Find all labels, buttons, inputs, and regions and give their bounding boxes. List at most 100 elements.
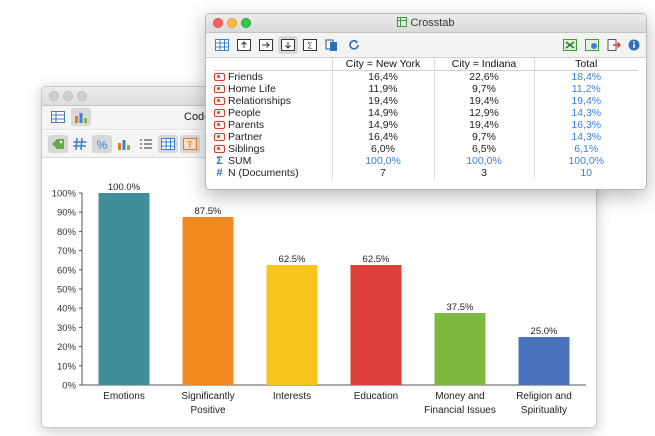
grid-table-icon[interactable] xyxy=(158,135,178,153)
crosstab-icon xyxy=(397,17,408,27)
tag-icon[interactable] xyxy=(48,135,68,153)
y-tick-label: 40% xyxy=(57,304,77,315)
table-row[interactable]: Σ SUM 100,0% 100,0% 100,0% xyxy=(214,155,638,167)
table-grid-icon[interactable] xyxy=(212,36,232,54)
row-label-cell[interactable]: Partner xyxy=(214,131,333,143)
minimize-window-button[interactable] xyxy=(227,18,237,28)
row-label-cell[interactable]: Σ SUM xyxy=(214,155,333,167)
y-tick-label: 20% xyxy=(57,342,77,353)
table-cell: 11,2% xyxy=(571,83,601,95)
move-right-icon[interactable] xyxy=(256,36,276,54)
table-cell: 16,4% xyxy=(332,131,435,143)
table-row[interactable]: # N (Documents) 7 3 10 xyxy=(214,167,638,179)
table-cell: 11,9% xyxy=(332,83,435,95)
list-icon[interactable] xyxy=(136,135,156,153)
percent-icon[interactable]: % xyxy=(92,135,112,153)
row-label-cell[interactable]: Siblings xyxy=(214,143,333,155)
zoom-window-button[interactable] xyxy=(77,91,87,101)
table-row[interactable]: Relationships 19,4% 19,4% 19,4% xyxy=(214,95,638,107)
move-up-icon[interactable] xyxy=(234,36,254,54)
bar-chart-icon[interactable] xyxy=(114,135,134,153)
table-cell: 18,4% xyxy=(571,71,602,83)
bar-value-label: 62.5% xyxy=(363,254,390,265)
x-category-label: Money and xyxy=(435,391,484,402)
move-down-icon[interactable] xyxy=(278,36,298,54)
close-window-button[interactable] xyxy=(49,91,59,101)
refresh-icon[interactable] xyxy=(344,36,364,54)
table-row[interactable]: Siblings 6,0% 6,5% 6,1% xyxy=(214,143,638,155)
table-row[interactable]: Home Life 11,9% 9,7% 11,2% xyxy=(214,83,638,95)
y-tick-label: 0% xyxy=(62,381,76,392)
table-cell: 22,6% xyxy=(434,70,535,83)
table-row[interactable]: Friends 16,4% 22,6% 18,4% xyxy=(214,70,638,83)
x-category-label: Positive xyxy=(190,405,225,416)
code-icon xyxy=(214,73,225,81)
svg-text:T: T xyxy=(188,141,193,150)
bar-value-label: 100.0% xyxy=(108,182,141,193)
table-cell: 6,5% xyxy=(434,143,535,155)
zoom-window-button[interactable] xyxy=(241,18,251,28)
y-tick-label: 50% xyxy=(57,285,77,296)
table-cell: 6,0% xyxy=(332,143,435,155)
bar[interactable] xyxy=(518,337,570,385)
copy-icon[interactable] xyxy=(322,36,342,54)
bar[interactable] xyxy=(350,265,402,385)
table-row[interactable]: People 14,9% 12,9% 14,3% xyxy=(214,107,638,119)
column-header[interactable]: City = Indiana xyxy=(434,58,535,71)
y-tick-label: 90% xyxy=(57,208,77,219)
table-cell: 16,3% xyxy=(571,119,602,131)
row-label: N (Documents) xyxy=(228,167,299,179)
bar-value-label: 25.0% xyxy=(531,326,558,337)
column-header[interactable]: Total xyxy=(534,58,638,71)
table-cell: 14,9% xyxy=(332,119,435,131)
row-label-cell[interactable]: Home Life xyxy=(214,83,333,95)
bar[interactable] xyxy=(182,217,234,385)
bar[interactable] xyxy=(98,193,150,385)
table-cell: 9,7% xyxy=(434,83,535,95)
y-tick-label: 70% xyxy=(57,246,77,257)
export-icon[interactable] xyxy=(604,36,624,54)
column-header[interactable]: City = New York xyxy=(332,58,435,71)
close-window-button[interactable] xyxy=(213,18,223,28)
table-cell: 19,4% xyxy=(434,119,535,131)
export-web-icon[interactable] xyxy=(582,36,602,54)
table-cell: 14,9% xyxy=(332,107,435,119)
crosstab-window: Crosstab Σ xyxy=(205,13,647,190)
table-row[interactable]: Parents 14,9% 19,4% 16,3% xyxy=(214,119,638,131)
calculator-icon[interactable]: Σ xyxy=(300,36,320,54)
table-cell: 6,1% xyxy=(574,143,599,155)
y-tick-label: 60% xyxy=(57,265,77,276)
x-category-label: Significantly xyxy=(181,391,234,402)
row-label-cell[interactable]: Relationships xyxy=(214,95,333,107)
minimize-window-button[interactable] xyxy=(63,91,73,101)
crosstab-window-title: Crosstab xyxy=(410,17,455,29)
crosstab-table: City = New York City = Indiana Total Fri… xyxy=(214,58,638,179)
chart-view-icon[interactable] xyxy=(71,108,91,126)
row-label: SUM xyxy=(228,155,252,167)
table-cell: 3 xyxy=(434,167,535,179)
x-category-label: Education xyxy=(354,391,398,402)
table-cell: 16,4% xyxy=(332,70,435,83)
row-label-cell[interactable]: # N (Documents) xyxy=(214,167,333,179)
bar-chart: 0% 10% 20% 30% 40% 50% 60% 70% 80% 90% 100% 100.0%… xyxy=(52,182,586,416)
info-icon[interactable] xyxy=(624,36,644,54)
column-header[interactable] xyxy=(214,58,333,71)
bar-value-label: 87.5% xyxy=(195,206,222,217)
y-tick-label: 100% xyxy=(52,189,77,200)
row-label-cell[interactable]: People xyxy=(214,107,333,119)
code-icon xyxy=(214,97,225,105)
frequency-hash-icon[interactable] xyxy=(70,135,90,153)
table-cell: 100,0% xyxy=(434,155,535,167)
bar[interactable] xyxy=(434,313,486,385)
export-excel-icon[interactable] xyxy=(560,36,580,54)
text-format-icon[interactable]: T xyxy=(180,135,200,153)
row-label: Parents xyxy=(228,119,265,131)
table-view-icon[interactable] xyxy=(48,108,68,126)
row-label-cell[interactable]: Parents xyxy=(214,119,333,131)
table-row[interactable]: Partner 16,4% 9,7% 14,3% xyxy=(214,131,638,143)
row-label-cell[interactable]: Friends xyxy=(214,70,333,83)
bar[interactable] xyxy=(266,265,318,385)
code-icon xyxy=(214,133,225,141)
table-cell: 19,4% xyxy=(332,95,435,107)
table-cell: 9,7% xyxy=(434,131,535,143)
